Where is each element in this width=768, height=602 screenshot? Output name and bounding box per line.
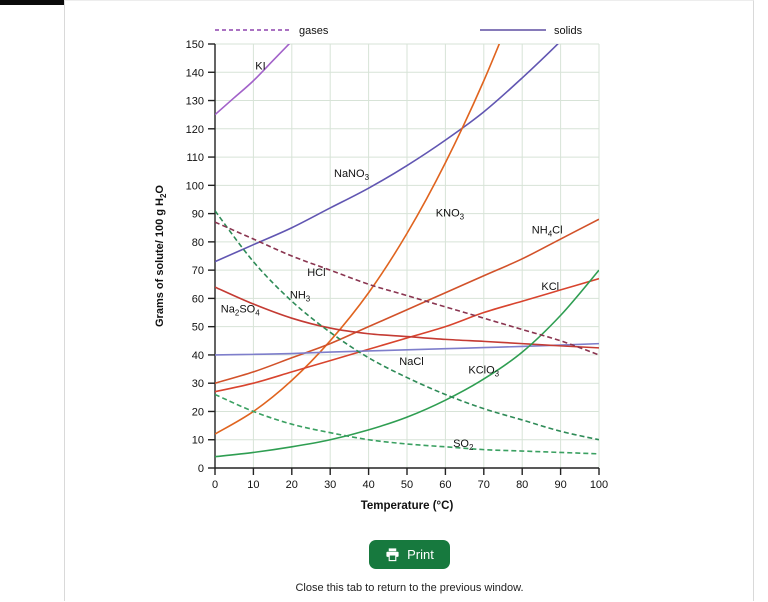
svg-text:40: 40 [362, 479, 374, 491]
legend: gases solids [215, 25, 583, 37]
svg-text:70: 70 [192, 265, 204, 277]
svg-text:130: 130 [186, 96, 204, 108]
solubility-chart: 0 10 20 30 40 50 60 70 80 90 100 110 120 130 140 150 0 10… [154, 25, 609, 512]
curve-Na2SO4 [215, 286, 599, 349]
label-HCl: HCl [307, 267, 325, 279]
tick-labels: 0 10 20 30 40 50 60 70 80 90 100 110 120 130 140 150 0 10… [186, 39, 609, 491]
svg-text:90: 90 [554, 479, 566, 491]
label-KCl: KCl [541, 281, 559, 293]
label-NH3: NH3 [290, 289, 311, 303]
svg-text:90: 90 [192, 209, 204, 221]
svg-text:80: 80 [192, 237, 204, 249]
svg-text:100: 100 [590, 479, 608, 491]
curves [215, 44, 599, 458]
curve-NaNO3 [215, 44, 559, 263]
curve-NH4Cl [215, 218, 599, 384]
svg-text:30: 30 [324, 479, 336, 491]
svg-text:10: 10 [192, 435, 204, 447]
svg-text:100: 100 [186, 180, 204, 192]
svg-text:40: 40 [192, 350, 204, 362]
svg-text:110: 110 [186, 152, 204, 164]
print-button-label: Print [407, 547, 434, 562]
print-button[interactable]: Print [369, 540, 450, 569]
curve-KI [215, 44, 291, 116]
legend-label-solids: solids [554, 25, 583, 37]
y-axis-title: Grams of solute/ 100 g H2O [154, 185, 168, 327]
label-Na2SO4: Na2SO4 [221, 304, 260, 318]
legend-label-gases: gases [299, 25, 329, 37]
grid [214, 43, 600, 469]
close-note: Close this tab to return to the previous… [295, 582, 524, 594]
curve-NaCl [215, 342, 599, 356]
label-KI: KI [255, 60, 265, 72]
x-axis-title: Temperature (°C) [361, 500, 454, 512]
curve-KCl [215, 277, 599, 393]
curve-NH3 [215, 210, 599, 441]
svg-text:0: 0 [212, 479, 218, 491]
svg-text:10: 10 [247, 479, 259, 491]
label-SO2: SO2 [453, 438, 474, 452]
svg-text:80: 80 [516, 479, 528, 491]
svg-text:50: 50 [192, 322, 204, 334]
svg-text:20: 20 [286, 479, 298, 491]
svg-text:0: 0 [198, 463, 204, 475]
content-frame [64, 0, 754, 601]
curve-labels: KI NaNO3 KNO3 NH4Cl KCl NaCl Na2SO4 KClO3 NH3 HCl… [221, 60, 563, 451]
svg-text:70: 70 [478, 479, 490, 491]
curve-KNO3 [215, 44, 501, 435]
svg-text:20: 20 [192, 406, 204, 418]
label-NH4Cl: NH4Cl [532, 224, 563, 238]
label-KNO3: KNO3 [436, 207, 465, 221]
svg-text:30: 30 [192, 378, 204, 390]
axes [208, 43, 600, 475]
browser-chrome-strip [0, 0, 65, 5]
label-KClO3: KClO3 [468, 364, 499, 378]
svg-text:140: 140 [186, 67, 204, 79]
svg-text:120: 120 [186, 124, 204, 136]
svg-text:60: 60 [192, 293, 204, 305]
label-NaCl: NaCl [399, 356, 423, 368]
actions-area: Print Close this tab to return to the pr… [65, 540, 754, 594]
svg-text:50: 50 [401, 479, 413, 491]
svg-text:60: 60 [439, 479, 451, 491]
svg-text:150: 150 [186, 39, 204, 51]
label-NaNO3: NaNO3 [334, 168, 370, 182]
curve-KClO3 [215, 269, 599, 458]
curve-HCl [215, 221, 599, 356]
printer-icon [386, 548, 399, 562]
